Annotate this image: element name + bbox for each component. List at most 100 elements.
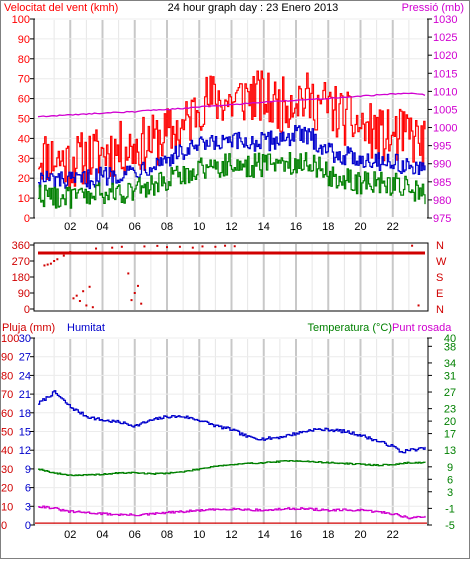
temperature-tick-label: -5 bbox=[445, 520, 455, 532]
rain-tick-label: 30 bbox=[1, 464, 13, 476]
wind-average-line bbox=[38, 124, 426, 190]
direction-degree-tick-labels: 0 90 180 270 360 bbox=[12, 240, 34, 316]
pressure-line bbox=[37, 92, 426, 118]
direction-point bbox=[140, 302, 143, 305]
wind-axis-title: Velocitat del vent (kmh) bbox=[4, 2, 118, 14]
direction-point bbox=[49, 262, 52, 265]
pressure-tick-label: 990 bbox=[433, 159, 451, 171]
pressure-tick-label: 1025 bbox=[433, 32, 457, 44]
direction-point bbox=[111, 246, 114, 249]
direction-point bbox=[91, 306, 94, 309]
hour-tick-label: 02 bbox=[64, 529, 76, 541]
hour-tick-label: 12 bbox=[225, 221, 237, 233]
direction-point bbox=[85, 304, 88, 307]
hour-tick-label: 18 bbox=[322, 221, 334, 233]
direction-point bbox=[69, 251, 72, 254]
wind-direction-gridlines bbox=[53, 244, 410, 310]
wind-minimum-line bbox=[38, 152, 426, 209]
wind-pressure-series bbox=[37, 70, 426, 209]
humidity-tick-label: 21 bbox=[19, 389, 31, 401]
hour-tick-label: 08 bbox=[161, 529, 173, 541]
direction-degree-label: 270 bbox=[12, 256, 30, 268]
direction-point bbox=[411, 244, 414, 247]
temperature-tick-label: 3 bbox=[447, 487, 453, 499]
humidity-tick-label: 18 bbox=[19, 408, 31, 420]
rain-humidity-temperature-series bbox=[35, 390, 427, 524]
hour-tick-label: 06 bbox=[129, 529, 141, 541]
hour-tick-label: 04 bbox=[96, 221, 108, 233]
temperature-tick-label: 13 bbox=[444, 445, 456, 457]
wind-tick-label: 60 bbox=[18, 94, 30, 106]
hour-tick-label: 04 bbox=[96, 529, 108, 541]
direction-point bbox=[130, 299, 133, 302]
hour-tick-label: 12 bbox=[225, 529, 237, 541]
direction-compass-label: N bbox=[436, 304, 444, 316]
humidity-line bbox=[38, 390, 426, 454]
hour-tick-label: 14 bbox=[258, 529, 270, 541]
hour-tick-label: 08 bbox=[161, 221, 173, 233]
direction-dominant-band bbox=[38, 251, 425, 255]
direction-compass-label: W bbox=[436, 256, 447, 268]
dewpoint-axis-title: Punt rosada bbox=[392, 322, 452, 334]
humidity-tick-label: 9 bbox=[25, 464, 31, 476]
direction-degree-label: 90 bbox=[18, 288, 30, 300]
wind-tick-label: 20 bbox=[18, 173, 30, 185]
rain-tick-label: 40 bbox=[1, 445, 13, 457]
direction-point bbox=[166, 246, 168, 249]
hour-tick-label: 18 bbox=[322, 529, 334, 541]
humidity-tick-label: 6 bbox=[25, 483, 31, 495]
temperature-tick-label: 34 bbox=[444, 358, 456, 370]
rain-tick-label: 20 bbox=[1, 483, 13, 495]
hour-tick-label: 10 bbox=[193, 529, 205, 541]
direction-compass-label: S bbox=[436, 272, 443, 284]
rain-tick-label: 70 bbox=[1, 389, 13, 401]
rain-tick-label: 50 bbox=[1, 427, 13, 439]
direction-point bbox=[156, 244, 159, 247]
rain-tick-label: 100 bbox=[1, 333, 19, 345]
pressure-tick-label: 1020 bbox=[433, 50, 457, 62]
direction-point bbox=[53, 260, 56, 262]
temperature-tick-label: 27 bbox=[444, 387, 456, 399]
hour-tick-labels-bottom: 02 04 06 08 10 12 14 16 18 20 22 bbox=[64, 529, 399, 541]
pressure-tick-label: 980 bbox=[433, 195, 451, 207]
direction-degree-label: 0 bbox=[24, 304, 30, 316]
graph-date-title: 24 hour graph day : 23 Enero 2013 bbox=[168, 2, 339, 14]
rain-humidity-gridlines bbox=[35, 337, 427, 526]
humidity-tick-label: 30 bbox=[19, 333, 31, 345]
temperature-tick-label: 31 bbox=[444, 370, 456, 382]
direction-point bbox=[75, 294, 78, 297]
wind-tick-label: 0 bbox=[24, 213, 30, 225]
direction-compass-label: N bbox=[436, 240, 444, 252]
rain-tick-label: 0 bbox=[1, 520, 7, 532]
hour-tick-label: 16 bbox=[290, 221, 302, 233]
wind-tick-label: 70 bbox=[18, 74, 30, 86]
direction-point bbox=[233, 245, 236, 248]
humidity-tick-label: 15 bbox=[19, 427, 31, 439]
direction-point bbox=[136, 284, 139, 287]
temperature-tick-label: 40 bbox=[444, 333, 456, 345]
temperature-tick-label: 23 bbox=[444, 404, 456, 416]
temperature-tick-label: 17 bbox=[444, 429, 456, 441]
temperature-tick-label: 9 bbox=[447, 462, 453, 474]
direction-point bbox=[143, 245, 146, 248]
pressure-tick-label: 995 bbox=[433, 141, 451, 153]
pressure-tick-label: 1010 bbox=[433, 86, 457, 98]
pressure-tick-label: 1030 bbox=[433, 14, 457, 26]
temperature-tick-label: -1 bbox=[445, 503, 455, 515]
rain-tick-label: 60 bbox=[1, 408, 13, 420]
pressure-tick-label: 1000 bbox=[433, 123, 457, 135]
wind-direction-series bbox=[38, 244, 425, 309]
direction-point bbox=[417, 304, 420, 307]
hour-tick-label: 22 bbox=[387, 221, 399, 233]
temperature-tick-label: 20 bbox=[444, 416, 456, 428]
temperature-tick-label: 6 bbox=[447, 474, 453, 486]
direction-point bbox=[191, 246, 194, 249]
humidity-axis-title: Humitat bbox=[67, 322, 105, 334]
